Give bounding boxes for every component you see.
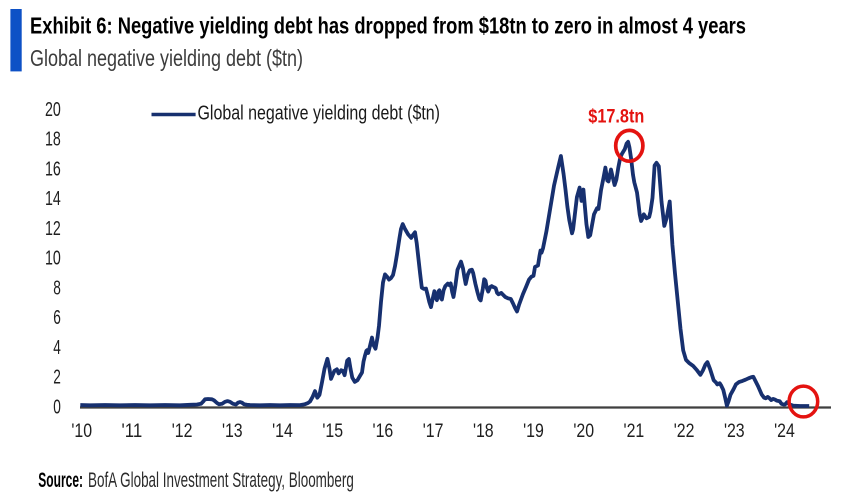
svg-text:BofA Global Investment Strateg: BofA Global Investment Strategy, Bloombe…	[88, 469, 354, 492]
svg-text:$17.8tn: $17.8tn	[588, 107, 644, 128]
svg-text:4: 4	[53, 337, 61, 359]
svg-text:'19: '19	[523, 421, 544, 442]
svg-text:10: 10	[45, 248, 61, 270]
svg-text:2: 2	[53, 367, 61, 389]
svg-text:'11: '11	[122, 421, 143, 442]
svg-text:'12: '12	[172, 421, 193, 442]
svg-text:12: 12	[45, 218, 61, 240]
svg-text:Exhibit 6: Negative yielding d: Exhibit 6: Negative yielding debt has dr…	[30, 13, 746, 39]
svg-text:'17: '17	[423, 421, 444, 442]
svg-text:8: 8	[53, 277, 61, 299]
svg-text:20: 20	[45, 99, 61, 121]
svg-text:18: 18	[45, 129, 61, 151]
svg-text:Global negative yielding debt: Global negative yielding debt ($tn)	[198, 102, 441, 124]
svg-text:'13: '13	[222, 421, 243, 442]
svg-text:16: 16	[45, 158, 61, 180]
svg-text:'16: '16	[373, 421, 394, 442]
svg-text:'21: '21	[624, 421, 645, 442]
svg-text:'22: '22	[674, 421, 695, 442]
svg-text:Global negative yielding debt: Global negative yielding debt ($tn)	[30, 45, 303, 71]
svg-text:'14: '14	[272, 421, 293, 442]
svg-text:Source:: Source:	[38, 469, 83, 492]
svg-text:'18: '18	[473, 421, 494, 442]
svg-text:'20: '20	[573, 421, 594, 442]
svg-text:0: 0	[53, 396, 61, 418]
svg-text:'23: '23	[724, 421, 745, 442]
svg-text:6: 6	[53, 307, 61, 329]
svg-text:'10: '10	[71, 421, 92, 442]
svg-text:'15: '15	[322, 421, 343, 442]
svg-text:14: 14	[45, 188, 61, 210]
svg-text:'24: '24	[774, 421, 795, 442]
